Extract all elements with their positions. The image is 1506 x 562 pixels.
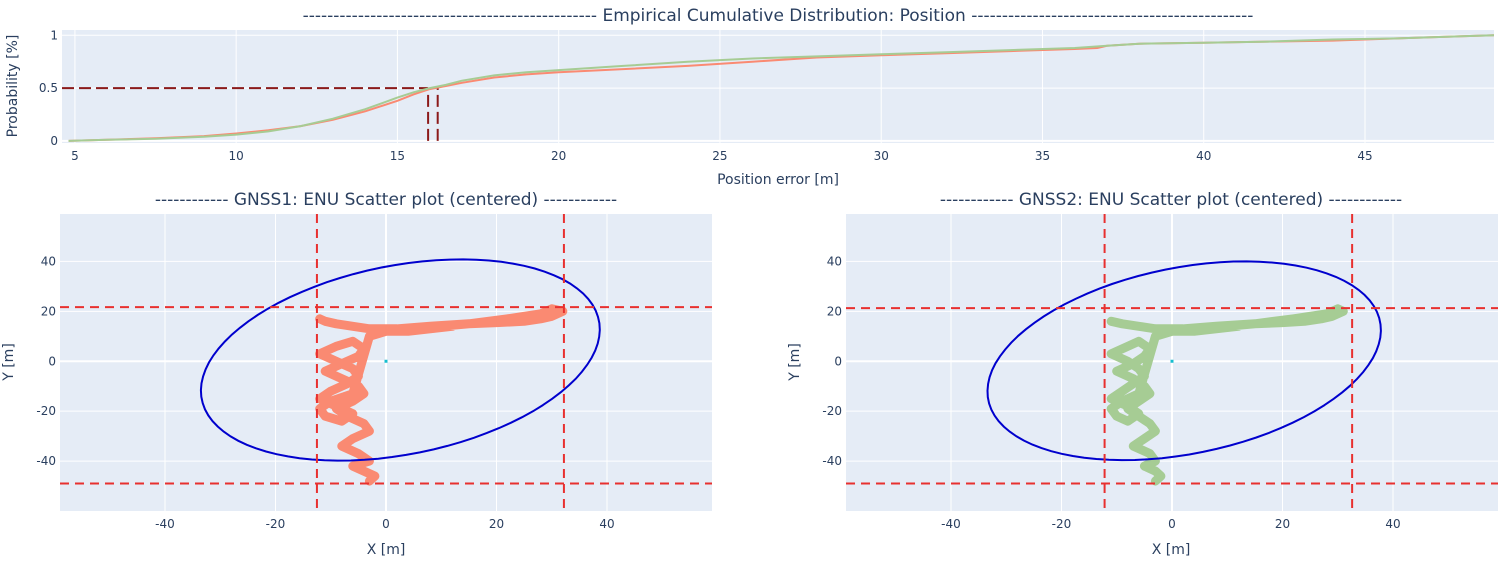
gnss2-y-tick-label: -40 bbox=[822, 454, 842, 468]
ecdf-x-tick-label: 35 bbox=[1035, 149, 1050, 163]
gnss1-x-tick-label: 40 bbox=[599, 517, 614, 531]
ecdf-series-line-2 bbox=[68, 34, 1494, 142]
gnss2-x-tick-label: 20 bbox=[1275, 517, 1290, 531]
ecdf-title: ----------------------------------------… bbox=[303, 6, 1254, 26]
gnss1-x-axis-title: X [m] bbox=[367, 542, 406, 558]
gnss2-y-tick-label: -20 bbox=[822, 404, 842, 418]
gnss2-marks bbox=[846, 214, 1498, 511]
gnss1-y-tick-label: 40 bbox=[41, 254, 56, 268]
gnss1-y-axis-title: Y [m] bbox=[1, 343, 17, 382]
ecdf-x-tick-label: 15 bbox=[390, 149, 405, 163]
gnss2-center-marker bbox=[1170, 359, 1174, 363]
gnss1-center-marker bbox=[384, 359, 388, 363]
ecdf-x-tick-label: 25 bbox=[712, 149, 727, 163]
gnss1-confidence-ellipse bbox=[199, 258, 601, 462]
ecdf-x-tick-label: 40 bbox=[1196, 149, 1211, 163]
ecdf-y-tick-label: 0 bbox=[50, 134, 58, 148]
gnss1-ticks: -40 -20 0 20 40 -40 -20 0 20 40 bbox=[36, 254, 614, 531]
ecdf-x-axis-title: Position error [m] bbox=[717, 172, 839, 188]
ecdf-y-axis-title: Probability [%] bbox=[5, 35, 21, 138]
gnss1-position-track bbox=[315, 304, 568, 486]
gnss1-y-tick-label: -40 bbox=[36, 454, 56, 468]
scatter-panel-gnss2: -40 -20 0 20 40 -40 -20 0 20 40 ------------ GNSS… bbox=[787, 190, 1498, 558]
gnss2-x-axis-title: X [m] bbox=[1152, 542, 1191, 558]
gnss2-x-tick-label: -20 bbox=[1052, 517, 1072, 531]
gnss2-y-tick-label: 20 bbox=[827, 304, 842, 318]
gnss1-marks bbox=[60, 214, 712, 511]
gnss1-x-tick-label: -40 bbox=[155, 517, 175, 531]
gnss2-ticks: -40 -20 0 20 40 -40 -20 0 20 40 bbox=[822, 254, 1400, 531]
gnss1-x-tick-label: -20 bbox=[266, 517, 286, 531]
gnss2-title: ------------ GNSS2: ENU Scatter plot (ce… bbox=[940, 190, 1402, 210]
ecdf-x-tick-label: 20 bbox=[551, 149, 566, 163]
gnss1-x-tick-label: 20 bbox=[489, 517, 504, 531]
gnss1-y-tick-label: 20 bbox=[41, 304, 56, 318]
gnss2-y-tick-label: 0 bbox=[834, 354, 842, 368]
gnss2-confidence-ellipse bbox=[986, 260, 1382, 462]
gnss2-position-track bbox=[1106, 304, 1348, 486]
gnss1-x-tick-label: 0 bbox=[382, 517, 390, 531]
gnss2-y-tick-label: 40 bbox=[827, 254, 842, 268]
ecdf-plot-area bbox=[62, 30, 1494, 143]
gnss1-title: ------------ GNSS1: ENU Scatter plot (ce… bbox=[155, 190, 617, 210]
gnss1-y-tick-label: -20 bbox=[36, 404, 56, 418]
ecdf-ticks: 5 10 15 20 25 30 35 40 45 0 0.5 1 bbox=[39, 28, 1373, 163]
scatter-panel-gnss1: -40 -20 0 20 40 -40 -20 0 20 40 ------------ GNSS… bbox=[1, 190, 712, 558]
ecdf-panel: 5 10 15 20 25 30 35 40 45 0 0.5 1 -----------------… bbox=[5, 6, 1494, 188]
gnss2-x-tick-label: 40 bbox=[1385, 517, 1400, 531]
ecdf-x-tick-label: 5 bbox=[71, 149, 79, 163]
ecdf-y-tick-label: 1 bbox=[50, 28, 58, 42]
gnss2-x-tick-label: -40 bbox=[941, 517, 961, 531]
gnss2-y-axis-title: Y [m] bbox=[787, 343, 803, 382]
ecdf-x-tick-label: 30 bbox=[874, 149, 889, 163]
ecdf-lines bbox=[62, 34, 1494, 142]
gnss2-x-tick-label: 0 bbox=[1168, 517, 1176, 531]
ecdf-x-tick-label: 45 bbox=[1357, 149, 1372, 163]
ecdf-x-tick-label: 10 bbox=[229, 149, 244, 163]
gnss1-y-tick-label: 0 bbox=[48, 354, 56, 368]
ecdf-y-tick-label: 0.5 bbox=[39, 81, 58, 95]
